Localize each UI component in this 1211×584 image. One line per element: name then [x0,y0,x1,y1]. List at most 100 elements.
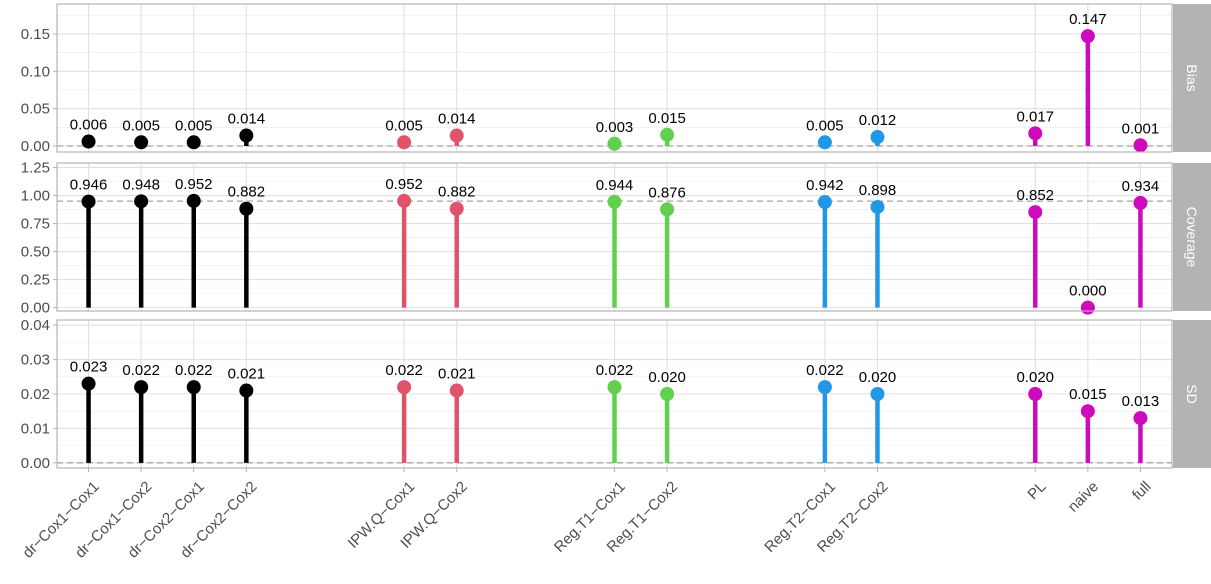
strip-background [1173,163,1211,311]
data-label: 0.005 [806,117,844,134]
data-label: 0.017 [1016,108,1054,125]
lollipop-point [870,199,885,214]
lollipop-point [449,201,464,216]
data-label: 0.012 [859,112,897,129]
lollipop-point [660,127,675,142]
data-label: 0.021 [438,366,476,383]
data-label: 0.882 [438,184,476,201]
data-label: 0.022 [175,362,213,379]
data-label: 0.005 [175,117,213,134]
lollipop-point [186,135,201,150]
lollipop-point [397,135,412,150]
panel-border [56,162,1173,312]
lollipop-point [870,130,885,145]
data-label: 0.014 [438,111,476,128]
data-label: 0.022 [122,362,160,379]
data-label: 0.014 [228,111,266,128]
x-tick-label: naive [1065,478,1102,515]
data-label: 0.022 [806,362,844,379]
panel-border [56,3,1173,153]
data-label: 0.946 [70,177,108,194]
data-label: 0.934 [1122,178,1160,195]
lollipop-point [817,380,832,395]
data-label: 0.015 [648,110,686,127]
lollipop-point [1028,205,1043,220]
lollipop-point [607,194,622,209]
y-tick-label: 0.75 [21,216,50,233]
lollipop-point [134,194,149,209]
lollipop-point [239,201,254,216]
y-tick-label: 0.00 [21,138,50,155]
data-label: 0.876 [648,184,686,201]
data-label: 0.942 [806,177,844,194]
lollipop-point [81,376,96,391]
data-label: 0.003 [596,119,634,136]
y-tick-label: 0.50 [21,244,50,261]
data-label: 0.952 [175,176,213,193]
strip-label: Coverage [1184,207,1200,268]
lollipop-point [1080,300,1095,315]
data-label: 0.952 [385,176,423,193]
data-label: 0.021 [228,366,266,383]
y-tick-label: 0.04 [21,317,50,334]
lollipop-point [397,380,412,395]
data-label: 0.022 [596,362,634,379]
data-label: 0.005 [122,117,160,134]
data-label: 0.020 [648,369,686,386]
y-tick-label: 1.25 [21,159,50,176]
lollipop-point [660,202,675,217]
y-tick-label: 1.00 [21,188,50,205]
y-tick-label: 0.10 [21,63,50,80]
x-tick-label: PL [1024,478,1049,503]
y-tick-label: 0.25 [21,272,50,289]
lollipop-point [397,193,412,208]
data-label: 0.020 [859,369,897,386]
lollipop-point [186,193,201,208]
lollipop-point [607,380,622,395]
y-tick-label: 0.05 [21,101,50,118]
data-label: 0.020 [1016,369,1054,386]
strip-label: Bias [1184,64,1200,91]
data-label: 0.147 [1069,11,1107,28]
lollipop-point [660,387,675,401]
data-label: 0.898 [859,182,897,199]
x-tick-label: full [1129,478,1155,504]
lollipop-point [239,128,254,143]
panel-coverage: 0.00 0.25 0.50 0.75 1.00 1.25 0.946 0.948 0.952 0… [21,159,1211,317]
data-label: 0.944 [596,177,634,194]
y-tick-label: 0.01 [21,420,50,437]
lollipop-point [1028,387,1043,401]
y-tick-label: 0.03 [21,352,50,369]
strip-label: SD [1184,384,1200,403]
strip-background [1173,4,1211,152]
lollipop-point [81,134,96,149]
lollipop-point [1133,411,1148,426]
data-label: 0.013 [1122,393,1160,410]
lollipop-point [817,195,832,210]
lollipop-point [1028,126,1043,141]
data-label: 0.882 [228,184,266,201]
lollipop-point [607,136,622,151]
data-label: 0.852 [1016,187,1054,204]
data-label: 0.948 [122,176,160,193]
lollipop-point [186,380,201,395]
data-label: 0.005 [385,117,423,134]
data-label: 0.023 [70,359,108,376]
lollipop-point [1133,138,1148,153]
lollipop-point [134,380,149,395]
data-label: 0.001 [1122,120,1160,137]
lollipop-point [449,128,464,143]
strip-background [1173,320,1211,468]
panel-bias: 0.00 0.05 0.10 0.15 0.006 0.005 0.005 0.014 0.00… [21,3,1211,155]
lollipop-point [134,135,149,150]
panel-sd: 0.00 0.01 0.02 0.03 0.04 0.023 0.022 0.022 0.021… [21,317,1211,472]
y-tick-label: 0.15 [21,26,50,43]
data-label: 0.015 [1069,386,1107,403]
y-tick-label: 0.00 [21,455,50,472]
lollipop-point [817,135,832,150]
lollipop-point [1133,195,1148,210]
lollipop-point [870,387,885,401]
lollipop-point [449,383,464,398]
lollipop-point [239,383,254,398]
